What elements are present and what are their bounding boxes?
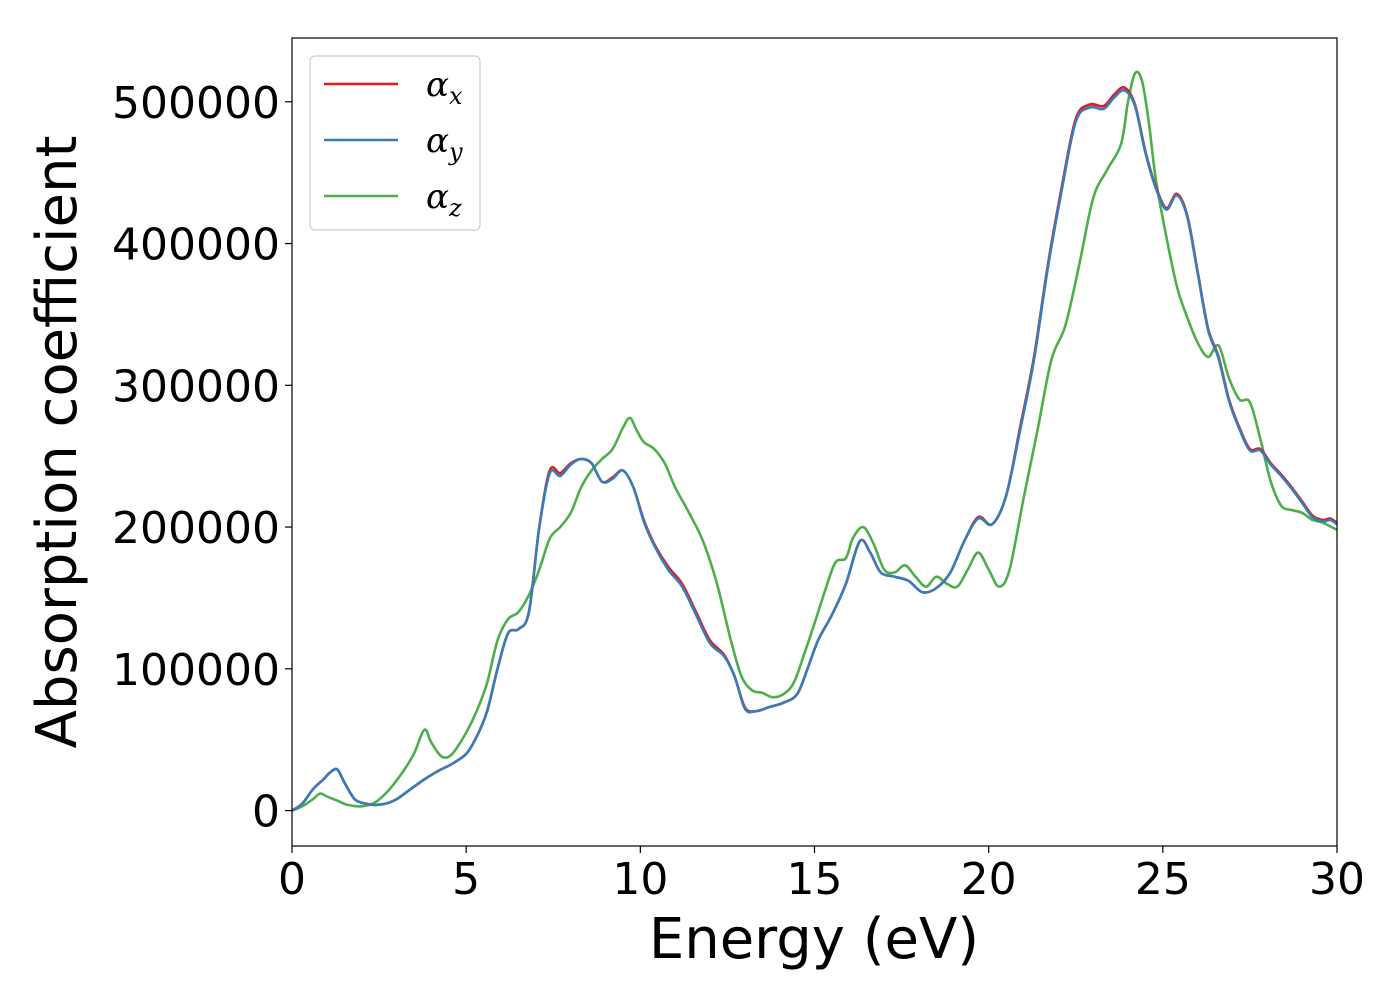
- legend-subscript: z: [448, 194, 462, 222]
- x-axis-title: Energy (eV): [649, 907, 979, 972]
- x-tick-label: 20: [961, 854, 1017, 905]
- plot-frame: [291, 37, 1338, 847]
- x-tick-label: 30: [1309, 854, 1365, 905]
- legend-label-x: αx: [426, 65, 463, 110]
- y-axis-title: Absorption coefficient: [25, 136, 90, 749]
- legend-symbol: α: [426, 65, 449, 105]
- legend-symbol: α: [426, 177, 449, 217]
- legend-subscript: x: [449, 82, 463, 110]
- x-tick-label: 5: [452, 854, 480, 905]
- x-ticks: 0 5 10 15 20 25 30: [278, 846, 1365, 905]
- x-tick-label: 15: [787, 854, 843, 905]
- y-tick-label: 300000: [112, 361, 280, 412]
- y-tick-label: 400000: [112, 220, 280, 271]
- series-group: [292, 70, 1337, 812]
- legend-label-y: αy: [426, 121, 463, 166]
- y-tick-label: 0: [252, 787, 280, 838]
- legend-subscript: y: [448, 138, 463, 166]
- y-tick-label: 500000: [112, 78, 280, 129]
- y-tick-label: 100000: [112, 645, 280, 696]
- x-tick-label: 10: [612, 854, 668, 905]
- y-ticks: 0 100000 200000 300000 400000 500000: [112, 78, 292, 838]
- x-tick-label: 25: [1135, 854, 1191, 905]
- legend-label-z: αz: [426, 177, 462, 222]
- series-line-y: [292, 88, 1337, 812]
- y-tick-label: 200000: [112, 503, 280, 554]
- legend-box: [309, 55, 481, 231]
- x-tick-label: 0: [278, 854, 306, 905]
- series-line-z: [292, 70, 1337, 812]
- legend-symbol: α: [426, 121, 449, 161]
